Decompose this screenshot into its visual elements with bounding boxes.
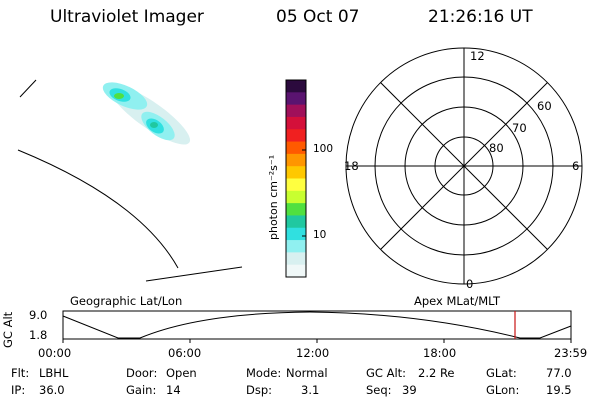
colorbar-segment (286, 215, 306, 229)
instrument-title: Ultraviolet Imager (50, 7, 204, 27)
gain-value: 14 (166, 383, 181, 397)
mode-value: Normal (286, 366, 328, 380)
polar-plot (345, 47, 583, 285)
lat-label-80: 80 (489, 141, 504, 155)
glon-label: GLon: (486, 383, 520, 397)
altitude-strip (62, 310, 572, 343)
flt-value: LBHL (39, 366, 69, 380)
colorbar-segment (286, 104, 306, 118)
gcalt-value: 2.2 Re (418, 366, 455, 380)
observation-date: 05 Oct 07 (276, 7, 360, 27)
ip-value: 36.0 (39, 383, 65, 397)
glat-value: 77.0 (546, 366, 572, 380)
earth-limb-arc (17, 149, 179, 269)
door-value: Open (166, 366, 197, 380)
colorbar-segment (286, 227, 306, 241)
limb-edge-bottom (145, 266, 243, 282)
seq-label: Seq: (366, 383, 392, 397)
time-tick-0000: 00:00 (38, 346, 72, 360)
time-tick-1200: 12:00 (296, 346, 330, 360)
polar-diagonal-b (380, 82, 548, 250)
colorbar-segments (286, 80, 306, 278)
dsp-label: Dsp: (246, 383, 273, 397)
mode-label: Mode: (246, 366, 282, 380)
ip-label: IP: (11, 383, 26, 397)
altitude-strip-ticks (62, 339, 572, 343)
time-tick-1800: 18:00 (423, 346, 457, 360)
flt-label: Flt: (11, 366, 30, 380)
colorbar-segment (286, 252, 306, 266)
altitude-curve (62, 311, 572, 339)
lat-label-60: 60 (537, 99, 552, 113)
mlt-label-0: 0 (466, 277, 473, 291)
geographic-coords-label: Geographic Lat/Lon (70, 294, 183, 308)
colorbar: 100 10 photon cm⁻²s⁻¹ (267, 79, 333, 278)
time-tick-0600: 06:00 (168, 346, 202, 360)
alt-tick-high: 9.0 (29, 308, 48, 322)
limb-edge-top (19, 79, 37, 98)
colorbar-segment (286, 203, 306, 216)
colorbar-segment (286, 92, 306, 106)
altitude-strip-frame (62, 310, 572, 340)
gcalt-label: GC Alt: (366, 366, 407, 380)
glat-label: GLat: (486, 366, 517, 380)
lat-label-70: 70 (512, 121, 527, 135)
mlt-label-12: 12 (470, 49, 485, 63)
colorbar-segment (286, 166, 306, 179)
colorbar-label: photon cm⁻²s⁻¹ (267, 155, 280, 240)
mlt-label-18: 18 (344, 159, 359, 173)
colorbar-segment (286, 240, 306, 253)
dsp-value: 3.1 (301, 383, 320, 397)
glon-value: 19.5 (546, 383, 572, 397)
door-label: Door: (126, 366, 158, 380)
colorbar-segment (286, 129, 306, 143)
colorbar-segment (286, 153, 306, 167)
colorbar-ticks (302, 149, 306, 237)
mlt-label-6: 6 (572, 159, 579, 173)
polar-labels: 12 18 6 0 60 70 80 (344, 49, 579, 291)
apex-coords-label: Apex MLat/MLT (414, 294, 501, 308)
alt-tick-low: 1.8 (29, 328, 48, 342)
colorbar-segment (286, 264, 306, 278)
auroral-emission (102, 82, 191, 145)
colorbar-tick-10: 10 (313, 229, 326, 241)
colorbar-segment (286, 190, 306, 204)
seq-value: 39 (402, 383, 417, 397)
time-tick-2359: 23:59 (554, 346, 588, 360)
colorbar-segment (286, 141, 306, 155)
gain-label: Gain: (126, 383, 157, 397)
colorbar-segment (286, 116, 306, 130)
colorbar-frame (285, 79, 307, 278)
observation-time: 21:26:16 UT (428, 7, 533, 27)
colorbar-tick-100: 100 (313, 143, 333, 155)
colorbar-segment (286, 80, 306, 93)
colorbar-segment (286, 178, 306, 192)
uvi-image-panel (17, 79, 243, 282)
gc-alt-axis-label: GC Alt (1, 311, 15, 348)
